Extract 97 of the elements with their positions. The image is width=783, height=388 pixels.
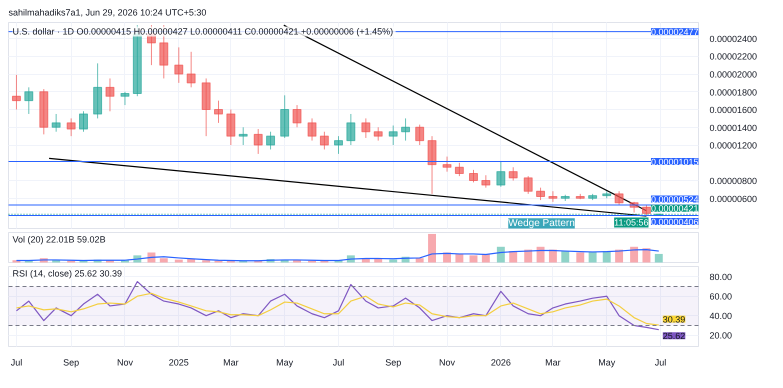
annotation: RSI (14, close) 25.62 30.39 xyxy=(12,268,122,278)
y-tick-label: 20.00 xyxy=(710,330,732,341)
candlestick xyxy=(388,125,398,146)
candlestick xyxy=(238,126,248,146)
candlestick xyxy=(454,162,464,177)
candlestick xyxy=(79,110,88,132)
bar xyxy=(496,246,505,262)
candlestick xyxy=(266,131,276,150)
x-tick-label: Sep xyxy=(385,358,402,368)
bar xyxy=(576,252,584,262)
data-label: 25.62 xyxy=(662,331,686,342)
annotation: 11:05:56 xyxy=(614,218,649,228)
y-tick-label: 0.00001400 xyxy=(710,122,758,133)
y-tick-label: 0.00001600 xyxy=(710,105,758,116)
bar xyxy=(416,258,424,262)
bar xyxy=(642,248,650,262)
bar xyxy=(160,258,168,262)
y-tick-label: 0.00000800 xyxy=(710,176,758,186)
x-tick-label: Nov xyxy=(439,358,456,368)
bar xyxy=(428,234,436,262)
line-series xyxy=(16,292,660,326)
bar xyxy=(174,260,183,262)
candlestick xyxy=(346,113,356,146)
ref-line-label: 0.00002477 xyxy=(650,27,699,38)
candlestick xyxy=(481,174,490,188)
x-tick-label: Jul xyxy=(332,358,344,368)
candlestick xyxy=(642,204,651,217)
candlestick xyxy=(320,131,329,150)
text: sahilmahadiks7a1, Jun 29, 2026 10:24 UTC+5:30 xyxy=(8,8,206,18)
bar xyxy=(561,251,570,262)
candlestick xyxy=(120,91,130,106)
x-tick-label: Sep xyxy=(63,358,80,368)
candlestick xyxy=(174,46,184,84)
y-tick-label: 40.00 xyxy=(710,311,732,322)
x-tick-label: May xyxy=(598,358,616,368)
candlestick xyxy=(214,100,223,124)
candlestick xyxy=(254,128,263,154)
annotation: Vol (20) 22.01B 59.02B xyxy=(12,234,106,244)
x-tick-label: Nov xyxy=(116,358,134,368)
y-tick-label: 0.00001200 xyxy=(710,140,758,151)
x-tick-label: Mar xyxy=(545,358,561,368)
candlestick xyxy=(524,176,533,194)
candlestick xyxy=(106,78,114,112)
bar xyxy=(548,250,557,262)
y-tick-label: 0.00002200 xyxy=(710,52,758,62)
candlestick xyxy=(292,104,302,128)
candlestick xyxy=(428,136,436,194)
y-tick-label: 0.00002000 xyxy=(710,70,758,80)
candlestick xyxy=(186,51,196,88)
ref-line-label: 0.00000421 xyxy=(650,204,699,214)
bar xyxy=(443,252,451,262)
bar xyxy=(654,254,663,262)
candlestick xyxy=(469,169,478,183)
candlestick xyxy=(334,136,343,154)
x-tick-label: 2026 xyxy=(490,358,511,368)
candlestick xyxy=(66,118,76,137)
candlestick xyxy=(226,109,236,146)
bar xyxy=(374,259,382,262)
candlestick xyxy=(12,74,21,110)
bar xyxy=(588,252,597,262)
x-tick-label: May xyxy=(276,358,294,368)
y-tick-label: 0.00001800 xyxy=(710,87,758,98)
x-tick-label: Mar xyxy=(223,358,239,368)
y-tick-label: 80.00 xyxy=(710,272,732,282)
bar xyxy=(615,250,624,262)
bar xyxy=(470,255,478,262)
ref-line-label: 0.00000524 xyxy=(650,194,699,205)
data-label: 30.39 xyxy=(662,314,686,325)
candlestick xyxy=(374,126,383,142)
candlestick xyxy=(442,156,452,172)
bar xyxy=(455,254,464,262)
candlestick xyxy=(361,118,370,138)
ref-line-label: 0.00000406 xyxy=(650,217,699,228)
x-tick-label: 2025 xyxy=(168,358,189,368)
candlestick xyxy=(24,86,34,114)
y-tick-label: 0.00000600 xyxy=(710,194,758,204)
bar xyxy=(389,260,398,262)
candlestick xyxy=(52,113,61,132)
candlestick xyxy=(415,124,424,146)
y-tick-label: 60.00 xyxy=(710,292,732,302)
line-series xyxy=(16,281,660,330)
chart-title: U.S. dollar · 1D O0.00000415 H0.00000427 L0.00000411 C0.00000421 +0.00000006 (+1.45%) xyxy=(12,26,394,36)
ref-line-label: 0.00001015 xyxy=(650,156,699,167)
candlestick xyxy=(508,166,518,182)
bar xyxy=(630,246,638,262)
candlestick xyxy=(401,118,410,142)
bar xyxy=(536,246,545,262)
annotation: Wedge Pattern xyxy=(508,218,575,230)
candlestick xyxy=(548,190,558,202)
y-tick-label: 0.00002400 xyxy=(710,34,758,44)
candlestick xyxy=(536,187,546,201)
candlestick xyxy=(614,190,624,206)
x-tick-label: Jul xyxy=(10,358,22,368)
x-tick-label: Jul xyxy=(654,358,666,368)
bar xyxy=(524,250,532,262)
candlestick xyxy=(496,161,506,188)
candlestick xyxy=(308,118,316,142)
